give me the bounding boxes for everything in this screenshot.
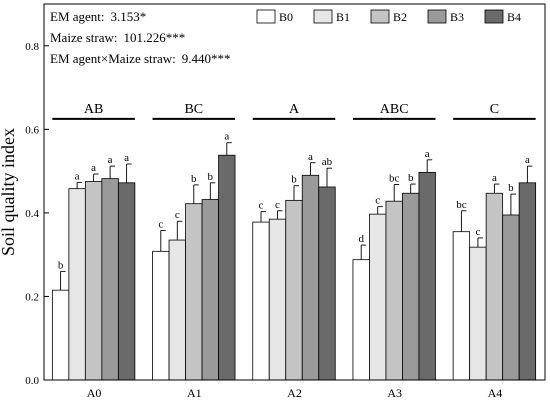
significance-letter: a [75,170,80,182]
group-letter: ABC [380,102,409,117]
significance-letter: a [308,151,313,163]
significance-letter: d [358,233,364,245]
significance-letter: c [275,199,280,211]
stat-line: EM agent×Maize straw: 9.440*** [50,51,230,66]
x-tick-label: A2 [287,386,302,400]
legend-label: B0 [279,10,293,24]
legend-swatch [484,9,504,24]
significance-letter: bc [389,172,400,184]
legend-swatch [313,9,333,24]
bar [352,259,370,381]
significance-letter: a [492,172,497,184]
bar [68,188,86,381]
bar [117,182,136,381]
significance-letter: b [208,171,214,183]
bar [301,174,320,381]
significance-letter: c [475,226,480,238]
significance-letter: a [525,154,530,166]
stat-value: 9.440*** [182,51,231,66]
significance-letter: b [291,174,297,186]
group-letter: AB [84,102,103,117]
significance-letter: bc [456,199,467,211]
significance-letter: b [58,259,64,271]
y-tick-label: 0.0 [25,375,39,387]
significance-letter: c [158,218,163,230]
legend-label: B1 [336,10,350,24]
bar [252,221,270,381]
legend-label: B3 [450,10,464,24]
x-tick-label: A0 [87,386,102,400]
legend-label: B2 [393,10,407,24]
significance-letter: a [108,154,113,166]
x-tick-label: A1 [187,386,202,400]
bar [318,186,336,381]
plot-frame [43,3,546,381]
bar [385,200,403,381]
bar [168,239,186,381]
y-tick-label: 0.4 [25,208,39,220]
y-tick-label: 0.6 [25,124,39,136]
stat-label: Maize straw: [50,30,118,45]
bar [452,231,471,381]
stat-line: Maize straw: 101.226*** [50,30,185,45]
bar [185,203,203,381]
significance-letter: b [191,173,197,185]
group-significance: AB BC A ABC C [52,102,536,120]
bar [502,214,520,381]
bar [285,199,303,381]
significance-letter: a [91,162,96,174]
significance-letter: a [124,152,129,164]
legend-swatch [427,9,447,24]
significance-letter: b [408,172,414,184]
bar [518,182,537,381]
bar [469,246,487,381]
bar [152,250,170,381]
bar [51,289,70,381]
bar [418,171,436,381]
bar [268,218,287,381]
stat-label: EM agent: [50,9,105,24]
bar [218,154,236,381]
bar [485,192,504,381]
stat-label: EM agent×Maize straw: [50,51,176,66]
legend-label: B4 [507,10,521,24]
y-tick-label: 0.8 [25,41,39,53]
legend-swatch [370,9,390,24]
y-axis: 0.0 0.2 0.4 0.6 0.8 [25,41,49,387]
bar [201,199,219,381]
group-letter: A [289,102,300,117]
bar [101,178,119,381]
group-letter: C [490,102,499,117]
legend: B0 B1 B2 B3 B4 [256,9,521,24]
bar [84,181,103,381]
y-tick-label: 0.2 [25,291,39,303]
significance-letter: c [175,209,180,221]
significance-letter: ab [322,156,333,168]
stat-line: EM agent: 3.153* [50,9,146,24]
significance-letter: c [259,200,264,212]
significance-letter: a [425,148,430,160]
y-axis-label: Soil quality index [0,128,18,256]
x-tick-label: A4 [488,386,503,400]
bar [369,213,387,381]
anova-stats: EM agent: 3.153* Maize straw: 101.226*** EM … [50,9,230,66]
legend-swatch [256,9,276,24]
stat-value: 101.226*** [124,30,186,45]
x-tick-label: A3 [387,386,402,400]
bar [402,192,420,381]
significance-letter: b [508,182,514,194]
group-letter: BC [184,102,203,117]
significance-letter: c [375,195,380,207]
significance-letter: a [224,131,229,143]
stat-value: 3.153* [111,9,147,24]
